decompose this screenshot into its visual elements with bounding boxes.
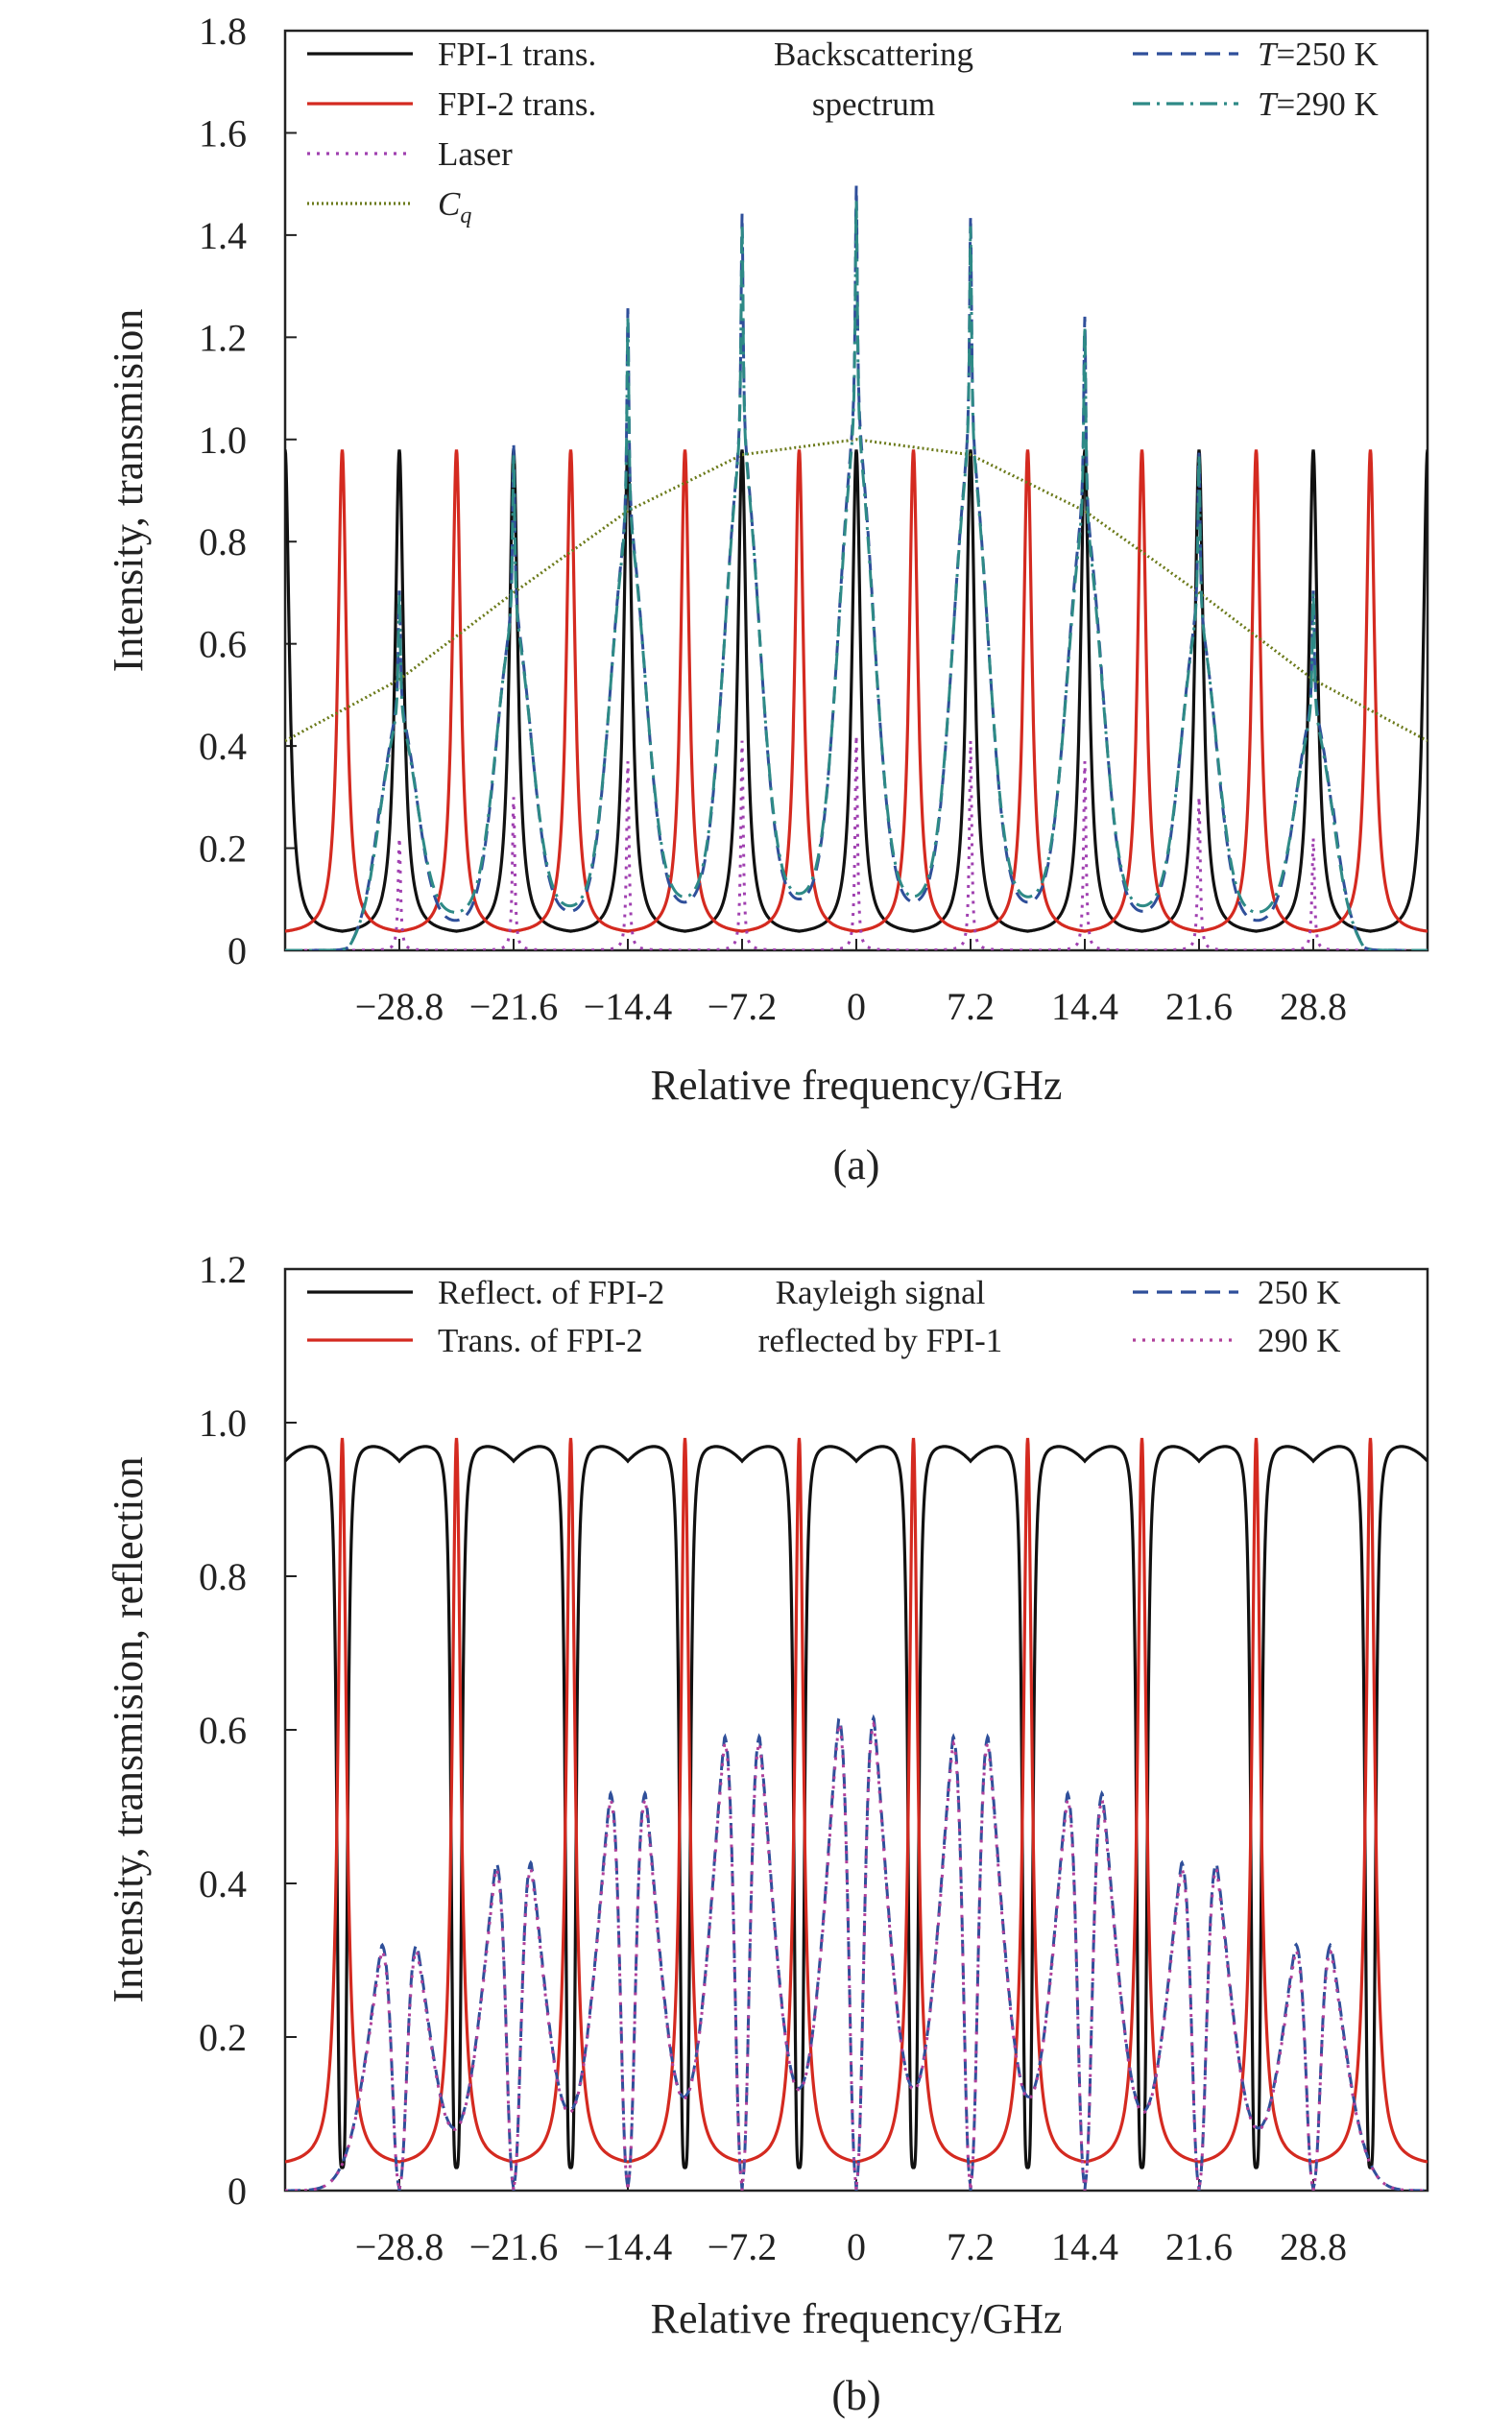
panel-a-x-tick-label: 21.6	[1165, 985, 1233, 1028]
panel-a-ylabel: Intensity, transmision	[105, 309, 152, 672]
panel-b-xlabel: Relative frequency/GHz	[651, 2295, 1063, 2342]
panel-b-legend-label: 250 K	[1258, 1274, 1341, 1311]
panel-a-legend-label: FPI-1 trans.	[438, 36, 596, 73]
panel-a-series-t-250-k	[285, 185, 1428, 950]
panel-a-x-tick-label: −14.4	[584, 985, 673, 1028]
panel-b-y-tick-label: 0.4	[199, 1862, 247, 1906]
panel-b-y-tick-label: 0.6	[199, 1709, 247, 1752]
panel-a-y-tick-label: 1.8	[199, 10, 247, 53]
panel-a-y-tick-label: 1.2	[199, 316, 247, 359]
panel-a-series-laser	[285, 735, 1428, 950]
panel-a-x-tick-label: 14.4	[1051, 985, 1118, 1028]
panel-a-x-tick-label: 28.8	[1280, 985, 1347, 1028]
panel-b-series-250-k	[285, 1714, 1428, 2191]
panel-b-ylabel: Intensity, transmision, reflection	[105, 1456, 152, 2002]
panel-b-y-tick-label: 0	[228, 2169, 247, 2213]
panel-b-series-reflect-of-fpi-2	[285, 1445, 1428, 2169]
panel-b-legend-label: 290 K	[1258, 1322, 1341, 1359]
panel-a-legend-label: Laser	[438, 135, 513, 173]
panel-a-y-tick-label: 0.4	[199, 725, 247, 768]
panel-a-legend-label: T=250 K	[1258, 36, 1379, 73]
panel-b-x-tick-label: 7.2	[947, 2225, 995, 2268]
panel-b-legend-label: Reflect. of FPI-2	[438, 1274, 664, 1311]
panel-b-x-tick-label: 14.4	[1051, 2225, 1118, 2268]
panel-a-x-tick-label: −28.8	[355, 985, 444, 1028]
panel-b-y-tick-label: 0.8	[199, 1555, 247, 1598]
panel-a-legend-center-text: spectrum	[812, 85, 935, 123]
panel-b-x-tick-label: 28.8	[1280, 2225, 1347, 2268]
panel-a-y-tick-label: 0.6	[199, 623, 247, 666]
panel-a-legend: FPI-1 trans. FPI-2 trans. Laser Cq Backscatt…	[307, 36, 1379, 228]
panel-b-series-290-k	[285, 1719, 1428, 2191]
panel-a-legend-label: Cq	[438, 185, 471, 228]
panel-b-x-tick-label: 0	[847, 2225, 866, 2268]
panel-b-legend-center-text: Rayleigh signal	[776, 1274, 986, 1311]
panel-a-label: (a)	[833, 1141, 880, 1188]
panel-b-series	[285, 1437, 1428, 2191]
panel-a-series-c-q	[285, 438, 1428, 743]
panel-b-legend: Reflect. of FPI-2 Trans. of FPI-2 Rayleigh…	[307, 1274, 1341, 1359]
panel-b-x-tick-label: 21.6	[1165, 2225, 1233, 2268]
panel-a-y-tick-label: 1.6	[199, 111, 247, 155]
panel-a-series-fpi-1-trans-	[285, 449, 1428, 933]
panel-b-legend-center-text: reflected by FPI-1	[758, 1322, 1003, 1359]
panel-b-plot-frame	[283, 1267, 1429, 2193]
panel-a-x-tick-label: 7.2	[947, 985, 995, 1028]
panel-b-chart: −28.8 −21.6 −14.4 −7.2 0 7.2 14.4 21.6 28.8 0 0.2 0…	[105, 1248, 1429, 2419]
panel-a-series	[285, 185, 1428, 950]
panel-a-legend-label: T=290 K	[1258, 85, 1379, 123]
panel-a-x-tick-label: −21.6	[469, 985, 559, 1028]
panel-a-x-tick-label: 0	[847, 985, 866, 1028]
panel-b-series-trans-of-fpi-2	[285, 1437, 1428, 2164]
panel-b-x-tick-label: −7.2	[708, 2225, 778, 2268]
panel-b-x-tick-label: −28.8	[355, 2225, 444, 2268]
panel-b-legend-label: Trans. of FPI-2	[438, 1322, 643, 1359]
panel-b-y-tick-label: 0.2	[199, 2016, 247, 2059]
panel-a-chart: −28.8 −21.6 −14.4 −7.2 0 7.2 14.4 21.6 28.8 0 0.2 0…	[105, 10, 1429, 1188]
panel-b-ticks: −28.8 −21.6 −14.4 −7.2 0 7.2 14.4 21.6 28.8 0 0.2 0…	[199, 1248, 1347, 2268]
panel-b-label: (b)	[831, 2372, 880, 2419]
panel-a-y-tick-label: 0	[228, 929, 247, 972]
panel-a-legend-center-text: Backscattering	[774, 36, 973, 73]
panel-a-y-tick-label: 1.4	[199, 214, 247, 257]
panel-a-x-tick-label: −7.2	[708, 985, 778, 1028]
panel-b-y-tick-label: 1.0	[199, 1402, 247, 1445]
panel-b-x-tick-label: −21.6	[469, 2225, 559, 2268]
panel-a-y-tick-label: 0.8	[199, 520, 247, 563]
panel-a-y-tick-label: 1.0	[199, 419, 247, 462]
panel-b-x-tick-label: −14.4	[584, 2225, 673, 2268]
panel-a-xlabel: Relative frequency/GHz	[651, 1062, 1063, 1109]
panel-a-series-fpi-2-trans-	[285, 449, 1428, 933]
panel-a-y-tick-label: 0.2	[199, 827, 247, 871]
panel-a-legend-label: FPI-2 trans.	[438, 85, 596, 123]
panel-a-ticks: −28.8 −21.6 −14.4 −7.2 0 7.2 14.4 21.6 28.8 0 0.2 0…	[199, 10, 1347, 1028]
panel-b-y-tick-label: 1.2	[199, 1248, 247, 1291]
